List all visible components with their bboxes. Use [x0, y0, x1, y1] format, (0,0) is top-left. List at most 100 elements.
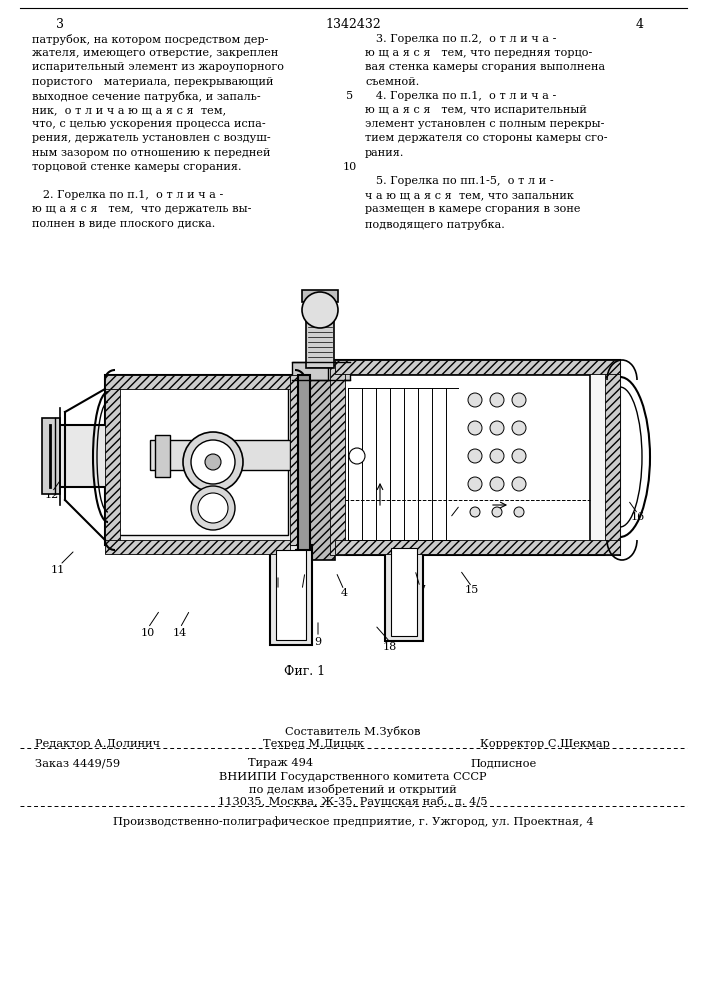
Bar — [306, 298, 334, 368]
Text: 3. Горелка по п.2,  о т л и ч а -: 3. Горелка по п.2, о т л и ч а - — [365, 34, 556, 44]
Text: 1342432: 1342432 — [325, 18, 381, 31]
Circle shape — [512, 449, 526, 463]
Text: испарительный элемент из жароупорного: испарительный элемент из жароупорного — [32, 62, 284, 72]
Bar — [276, 550, 306, 640]
Text: Фиг. 1: Фиг. 1 — [284, 665, 325, 678]
Text: 3: 3 — [274, 588, 281, 598]
Circle shape — [191, 440, 235, 484]
Bar — [302, 290, 338, 302]
Text: 3: 3 — [56, 18, 64, 31]
Bar — [105, 375, 120, 545]
Circle shape — [468, 449, 482, 463]
Text: по делам изобретений и открытий: по делам изобретений и открытий — [249, 784, 457, 795]
Bar — [330, 360, 620, 555]
Text: полнен в виде плоского диска.: полнен в виде плоского диска. — [32, 219, 215, 229]
Bar — [105, 540, 290, 554]
Circle shape — [183, 432, 243, 492]
Text: 13: 13 — [295, 588, 309, 598]
Circle shape — [512, 421, 526, 435]
Text: 17: 17 — [413, 585, 427, 595]
Text: Корректор С.Шекмар: Корректор С.Шекмар — [480, 739, 610, 749]
Text: тием держателя со стороны камеры сго-: тием держателя со стороны камеры сго- — [365, 133, 607, 143]
Bar — [340, 375, 590, 550]
Bar — [270, 545, 312, 645]
Bar — [118, 385, 288, 535]
Circle shape — [349, 448, 365, 464]
Bar — [292, 362, 350, 380]
Circle shape — [490, 477, 504, 491]
Text: жателя, имеющего отверстие, закреплен: жателя, имеющего отверстие, закреплен — [32, 48, 279, 58]
Bar — [391, 548, 417, 636]
Circle shape — [490, 393, 504, 407]
Text: ю щ а я с я   тем, что испарительный: ю щ а я с я тем, что испарительный — [365, 105, 587, 115]
Bar — [335, 360, 620, 374]
Text: ч а ю щ а я с я  тем, что запальник: ч а ю щ а я с я тем, что запальник — [365, 190, 574, 200]
Circle shape — [191, 486, 235, 530]
Bar — [105, 375, 305, 545]
Text: подводящего патрубка.: подводящего патрубка. — [365, 219, 505, 230]
Bar — [150, 440, 290, 470]
Text: пористого   материала, перекрывающий: пористого материала, перекрывающий — [32, 77, 274, 87]
Text: съемной.: съемной. — [365, 77, 419, 87]
Bar — [105, 375, 290, 389]
Circle shape — [205, 454, 221, 470]
Text: 4: 4 — [341, 588, 348, 598]
Bar — [303, 365, 335, 560]
Text: элемент установлен с полным перекры-: элемент установлен с полным перекры- — [365, 119, 604, 129]
Text: рания.: рания. — [365, 148, 404, 158]
Text: Подписное: Подписное — [470, 758, 536, 768]
Circle shape — [470, 507, 480, 517]
Text: Техред М.Дицык: Техред М.Дицык — [263, 739, 364, 749]
Text: 4: 4 — [636, 18, 644, 31]
Text: 11: 11 — [51, 565, 65, 575]
Bar — [385, 543, 423, 641]
Text: вая стенка камеры сгорания выполнена: вая стенка камеры сгорания выполнена — [365, 62, 605, 72]
Text: 9: 9 — [315, 637, 322, 647]
Bar — [330, 360, 345, 555]
Text: 15: 15 — [465, 585, 479, 595]
Text: 2. Горелка по п.1,  о т л и ч а -: 2. Горелка по п.1, о т л и ч а - — [32, 190, 223, 200]
Bar — [290, 375, 305, 545]
Text: Производственно-полиграфическое предприятие, г. Ужгород, ул. Проектная, 4: Производственно-полиграфическое предприя… — [112, 816, 593, 827]
Text: 1: 1 — [446, 518, 454, 528]
Text: Заказ 4449/59: Заказ 4449/59 — [35, 758, 120, 768]
Text: 10: 10 — [343, 162, 357, 172]
Text: Тираж 494: Тираж 494 — [248, 758, 313, 768]
Text: ВНИИПИ Государственного комитета СССР: ВНИИПИ Государственного комитета СССР — [219, 772, 486, 782]
Circle shape — [302, 292, 338, 328]
Text: размещен в камере сгорания в зоне: размещен в камере сгорания в зоне — [365, 204, 580, 214]
Text: рения, держатель установлен с воздуш-: рения, держатель установлен с воздуш- — [32, 133, 271, 143]
Bar — [335, 540, 620, 554]
Text: Составитель М.Зубков: Составитель М.Зубков — [285, 726, 421, 737]
Text: 18: 18 — [383, 642, 397, 652]
Text: ю щ а я с я   тем,  что держатель вы-: ю щ а я с я тем, что держатель вы- — [32, 204, 252, 214]
Circle shape — [468, 421, 482, 435]
Text: 4. Горелка по п.1,  о т л и ч а -: 4. Горелка по п.1, о т л и ч а - — [365, 91, 556, 101]
Text: выходное сечение патрубка, и запаль-: выходное сечение патрубка, и запаль- — [32, 91, 261, 102]
Bar — [605, 360, 620, 555]
Circle shape — [490, 449, 504, 463]
Text: торцовой стенке камеры сгорания.: торцовой стенке камеры сгорания. — [32, 162, 242, 172]
Circle shape — [512, 393, 526, 407]
Text: 12: 12 — [45, 490, 59, 500]
Circle shape — [468, 477, 482, 491]
Circle shape — [514, 507, 524, 517]
Text: 113035, Москва, Ж-35, Раушская наб., д. 4/5: 113035, Москва, Ж-35, Раушская наб., д. … — [218, 796, 488, 807]
Bar — [50, 425, 115, 487]
Text: 16: 16 — [631, 512, 645, 522]
Bar — [155, 435, 170, 477]
Text: Редактор А.Долинич: Редактор А.Долинич — [35, 739, 160, 749]
Circle shape — [468, 393, 482, 407]
Bar — [42, 418, 60, 494]
Circle shape — [198, 493, 228, 523]
Bar — [298, 375, 310, 550]
Text: 14: 14 — [173, 628, 187, 638]
Text: 5: 5 — [346, 91, 354, 101]
Text: 5. Горелка по пп.1-5,  о т л и -: 5. Горелка по пп.1-5, о т л и - — [365, 176, 554, 186]
Text: ник,  о т л и ч а ю щ а я с я  тем,: ник, о т л и ч а ю щ а я с я тем, — [32, 105, 226, 115]
Circle shape — [490, 421, 504, 435]
Text: патрубок, на котором посредством дер-: патрубок, на котором посредством дер- — [32, 34, 269, 45]
Circle shape — [492, 507, 502, 517]
Text: что, с целью ускорения процесса испа-: что, с целью ускорения процесса испа- — [32, 119, 266, 129]
Text: ю щ а я с я   тем, что передняя торцо-: ю щ а я с я тем, что передняя торцо- — [365, 48, 592, 58]
